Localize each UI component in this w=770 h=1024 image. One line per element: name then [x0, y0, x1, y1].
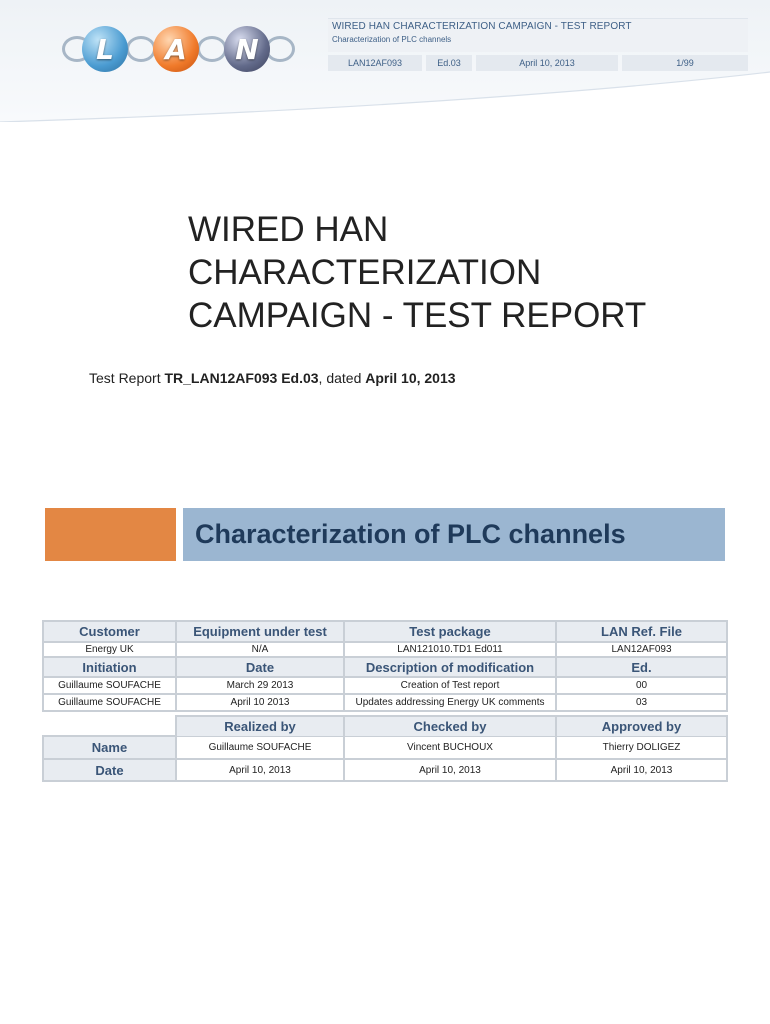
header-initiation: Initiation	[44, 658, 175, 676]
test-report-line: Test Report TR_LAN12AF093 Ed.03, dated A…	[89, 370, 456, 386]
report-id: TR_LAN12AF093 Ed.03	[164, 370, 319, 386]
cell-equipment: N/A	[177, 643, 343, 656]
cell-lan-ref: LAN12AF093	[557, 643, 726, 656]
report-date: April 10, 2013	[365, 370, 456, 386]
cell-initiation: Guillaume SOUFACHE	[44, 695, 175, 710]
header-title: WIRED HAN CHARACTERIZATION CAMPAIGN - TE…	[332, 21, 632, 32]
title-line: CHARACTERIZATION	[188, 253, 542, 292]
header-edition: Ed.03	[426, 55, 472, 71]
cell-checked-date: April 10, 2013	[345, 760, 555, 780]
title-line: WIRED HAN	[188, 210, 389, 249]
cell-date: April 10 2013	[177, 695, 343, 710]
logo-letter-l: L	[82, 26, 128, 72]
cell-approved-date: April 10, 2013	[557, 760, 726, 780]
cell-checked-name: Vincent BUCHOUX	[345, 737, 555, 758]
cell-realized-date: April 10, 2013	[177, 760, 343, 780]
header-lan-ref: LAN Ref. File	[557, 622, 726, 641]
header-page-number: 1/99	[622, 55, 748, 71]
header-test-package: Test package	[345, 622, 555, 641]
logo-ring-decoration	[197, 36, 227, 62]
header-title-box: WIRED HAN CHARACTERIZATION CAMPAIGN - TE…	[328, 18, 748, 52]
lan-logo: L A N	[62, 22, 295, 76]
cell-approved-name: Thierry DOLIGEZ	[557, 737, 726, 758]
cell-customer: Energy UK	[44, 643, 175, 656]
title-line: CAMPAIGN - TEST REPORT	[188, 296, 647, 335]
cell-description: Creation of Test report	[345, 678, 555, 693]
header-edition: Ed.	[557, 658, 726, 676]
row-label-date: Date	[44, 760, 175, 780]
cell-date: March 29 2013	[177, 678, 343, 693]
header-date: Date	[177, 658, 343, 676]
document-title: WIRED HAN CHARACTERIZATION CAMPAIGN - TE…	[188, 208, 748, 337]
row-label-name: Name	[44, 737, 175, 758]
header-realized-by: Realized by	[177, 717, 343, 736]
cell-description: Updates addressing Energy UK comments	[345, 695, 555, 710]
header-equipment: Equipment under test	[177, 622, 343, 641]
header-checked-by: Checked by	[345, 717, 555, 736]
header-subtitle: Characterization of PLC channels	[332, 35, 452, 44]
header-customer: Customer	[44, 622, 175, 641]
cell-edition: 00	[557, 678, 726, 693]
header-date: April 10, 2013	[476, 55, 618, 71]
logo-ring-decoration	[126, 36, 156, 62]
accent-block	[45, 508, 176, 561]
logo-letter-a: A	[153, 26, 199, 72]
header-description: Description of modification	[345, 658, 555, 676]
cell-initiation: Guillaume SOUFACHE	[44, 678, 175, 693]
subject-banner: Characterization of PLC channels	[183, 508, 725, 561]
page-header: L A N WIRED HAN CHARACTERIZATION CAMPAIG…	[0, 0, 770, 122]
report-mid: , dated	[318, 370, 366, 386]
logo-letter-n: N	[224, 26, 270, 72]
subject-title: Characterization of PLC channels	[195, 519, 626, 549]
cell-test-package: LAN121010.TD1 Ed011	[345, 643, 555, 656]
header-reference: LAN12AF093	[328, 55, 422, 71]
header-approved-by: Approved by	[557, 717, 726, 736]
cell-realized-name: Guillaume SOUFACHE	[177, 737, 343, 758]
cell-edition: 03	[557, 695, 726, 710]
report-prefix: Test Report	[89, 370, 165, 386]
